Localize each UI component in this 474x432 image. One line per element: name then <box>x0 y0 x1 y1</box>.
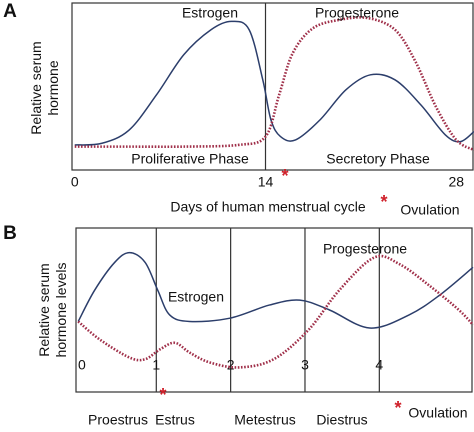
x-tick-label: 4 <box>375 357 383 373</box>
x-tick-label: 14 <box>258 174 274 190</box>
legend-label: Ovulation <box>408 405 467 421</box>
region-label: Metestrus <box>234 412 295 428</box>
hormone-curve <box>74 16 474 152</box>
hormone-curve <box>74 20 474 146</box>
x-axis-label: Days of human menstrual cycle <box>170 199 366 215</box>
region-label: Secretory Phase <box>326 151 430 167</box>
y-axis-label: Relative serum hormone <box>28 41 61 135</box>
x-tick-label: 28 <box>448 174 464 190</box>
region-label: Proliferative Phase <box>131 151 249 167</box>
region-label: Proestrus <box>88 412 148 428</box>
panel-label: A <box>3 1 17 22</box>
region-label: Diestrus <box>316 412 367 428</box>
x-tick-label: 0 <box>78 357 86 373</box>
series-label: Progesterone <box>315 5 399 21</box>
legend-marker: * <box>394 398 401 418</box>
region-label: Estrus <box>155 412 195 428</box>
series-label: Estrogen <box>182 5 238 21</box>
plot-frame <box>75 227 473 393</box>
series-label: Progesterone <box>323 241 407 257</box>
legend-label: Ovulation <box>400 202 459 218</box>
ovulation-marker: * <box>281 166 288 186</box>
hormone-curve <box>77 254 474 369</box>
x-tick-label: 0 <box>71 174 79 190</box>
panel-label: B <box>3 223 17 244</box>
series-label: Estrogen <box>168 289 224 305</box>
legend-marker: * <box>380 192 387 212</box>
x-tick-label: 2 <box>227 357 235 373</box>
plot-frame <box>71 2 474 171</box>
y-axis-label: Relative serum hormone levels <box>36 262 69 358</box>
x-tick-label: 3 <box>301 357 309 373</box>
hormone-curve <box>77 251 474 329</box>
x-tick-label: 1 <box>152 357 160 373</box>
ovulation-marker: * <box>159 385 166 405</box>
